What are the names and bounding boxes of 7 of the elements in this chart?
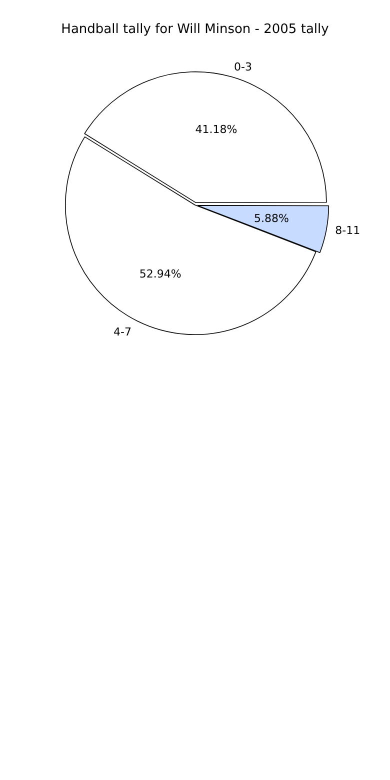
slice-label: 8-11 xyxy=(335,224,360,238)
data-label: 41.18% xyxy=(195,123,238,136)
data-label: 5.88% xyxy=(254,212,289,226)
slice-label: 4-7 xyxy=(114,325,132,338)
chart-title: Handball tally for Will Minson - 2005 tally xyxy=(60,22,330,39)
slice-label: 0-3 xyxy=(234,60,252,74)
data-label: 52.94% xyxy=(139,267,182,280)
